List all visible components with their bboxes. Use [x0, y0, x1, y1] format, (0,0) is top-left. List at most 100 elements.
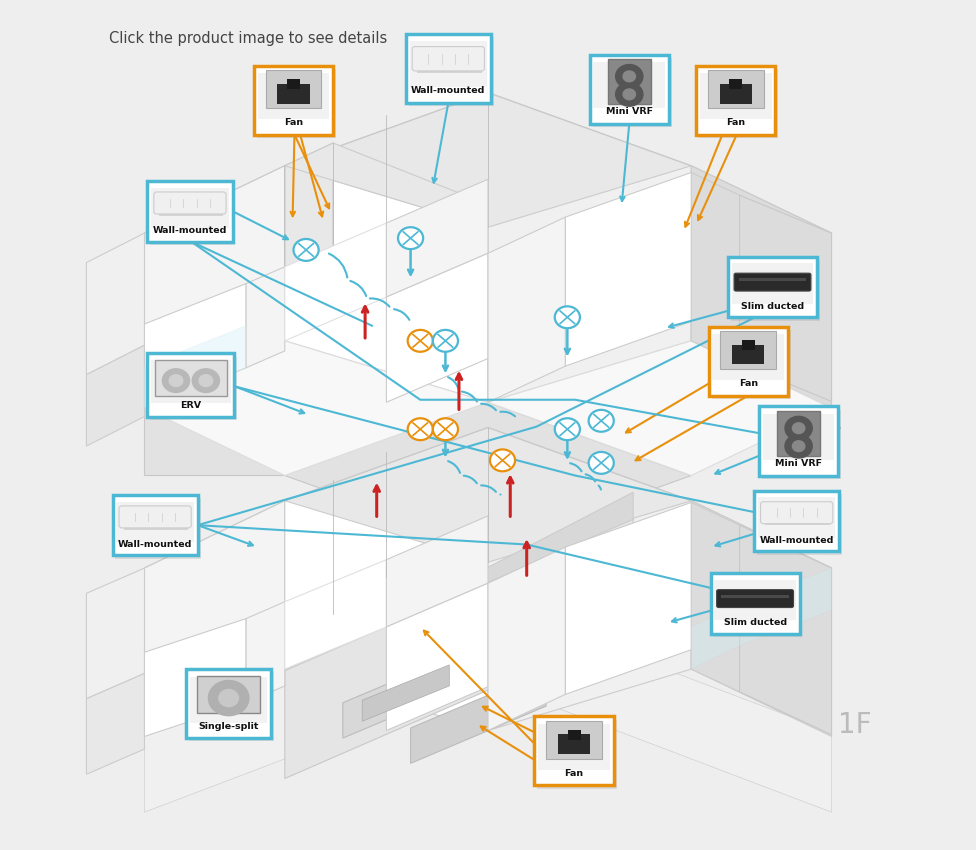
Polygon shape: [144, 341, 832, 475]
Text: Fan: Fan: [739, 379, 758, 388]
Polygon shape: [285, 518, 633, 779]
FancyBboxPatch shape: [287, 79, 300, 89]
Polygon shape: [691, 501, 832, 736]
Text: Slim ducted: Slim ducted: [723, 618, 787, 627]
FancyBboxPatch shape: [709, 326, 788, 395]
FancyBboxPatch shape: [716, 590, 793, 608]
Polygon shape: [285, 559, 386, 669]
Circle shape: [554, 418, 580, 440]
Polygon shape: [285, 143, 333, 300]
Text: 2F: 2F: [809, 426, 843, 454]
Circle shape: [294, 239, 318, 261]
FancyBboxPatch shape: [699, 69, 778, 138]
FancyBboxPatch shape: [538, 720, 617, 789]
Polygon shape: [144, 284, 246, 408]
Polygon shape: [87, 673, 144, 774]
FancyBboxPatch shape: [742, 340, 754, 350]
Polygon shape: [488, 501, 691, 730]
Polygon shape: [87, 233, 144, 375]
Polygon shape: [285, 143, 488, 227]
FancyBboxPatch shape: [116, 502, 194, 542]
Circle shape: [589, 410, 614, 432]
FancyBboxPatch shape: [119, 506, 191, 528]
Circle shape: [616, 82, 643, 106]
FancyBboxPatch shape: [759, 406, 838, 475]
FancyBboxPatch shape: [729, 79, 742, 89]
Polygon shape: [285, 223, 386, 341]
FancyBboxPatch shape: [150, 184, 235, 245]
Text: Wall-mounted: Wall-mounted: [153, 226, 227, 235]
FancyBboxPatch shape: [409, 37, 494, 106]
Circle shape: [793, 441, 805, 451]
Circle shape: [219, 689, 238, 706]
Circle shape: [623, 89, 635, 99]
Polygon shape: [565, 173, 691, 366]
Circle shape: [554, 306, 580, 328]
Polygon shape: [87, 345, 144, 446]
Polygon shape: [285, 501, 488, 730]
Circle shape: [793, 422, 805, 434]
Polygon shape: [740, 196, 832, 401]
FancyBboxPatch shape: [608, 60, 651, 104]
Polygon shape: [144, 501, 285, 736]
Circle shape: [623, 71, 635, 82]
FancyBboxPatch shape: [720, 332, 776, 369]
FancyBboxPatch shape: [754, 490, 839, 552]
FancyBboxPatch shape: [713, 576, 802, 638]
Circle shape: [398, 227, 424, 249]
Text: Wall-mounted: Wall-mounted: [411, 86, 485, 95]
Circle shape: [785, 434, 812, 458]
FancyBboxPatch shape: [189, 672, 274, 741]
FancyBboxPatch shape: [758, 497, 835, 538]
FancyBboxPatch shape: [197, 676, 261, 713]
Circle shape: [785, 416, 812, 440]
Polygon shape: [246, 267, 285, 368]
FancyBboxPatch shape: [410, 41, 487, 88]
FancyBboxPatch shape: [159, 211, 224, 216]
Polygon shape: [386, 179, 488, 297]
Circle shape: [589, 452, 614, 473]
Polygon shape: [565, 502, 691, 694]
FancyBboxPatch shape: [711, 573, 799, 634]
Text: Fan: Fan: [564, 768, 584, 778]
Polygon shape: [740, 525, 832, 734]
FancyBboxPatch shape: [712, 334, 784, 380]
FancyBboxPatch shape: [719, 84, 752, 104]
Polygon shape: [144, 402, 691, 549]
Circle shape: [209, 681, 249, 716]
FancyBboxPatch shape: [765, 520, 830, 525]
Polygon shape: [144, 93, 832, 300]
FancyBboxPatch shape: [186, 669, 271, 738]
FancyBboxPatch shape: [115, 498, 201, 558]
FancyBboxPatch shape: [760, 502, 833, 524]
Circle shape: [490, 450, 515, 471]
Polygon shape: [411, 671, 546, 763]
FancyBboxPatch shape: [732, 264, 813, 304]
Polygon shape: [246, 602, 285, 703]
FancyBboxPatch shape: [763, 414, 834, 461]
FancyBboxPatch shape: [714, 580, 795, 620]
FancyBboxPatch shape: [258, 73, 329, 120]
FancyBboxPatch shape: [150, 357, 237, 420]
FancyBboxPatch shape: [535, 717, 614, 785]
FancyBboxPatch shape: [568, 730, 581, 740]
Text: Slim ducted: Slim ducted: [741, 302, 804, 310]
Polygon shape: [362, 665, 449, 722]
Polygon shape: [343, 645, 478, 738]
FancyBboxPatch shape: [757, 494, 842, 554]
Polygon shape: [386, 253, 488, 402]
FancyBboxPatch shape: [592, 58, 671, 127]
FancyBboxPatch shape: [708, 71, 763, 108]
FancyBboxPatch shape: [712, 330, 791, 399]
FancyBboxPatch shape: [539, 724, 610, 770]
Text: Mini VRF: Mini VRF: [606, 107, 653, 116]
Polygon shape: [87, 568, 144, 699]
FancyBboxPatch shape: [257, 69, 336, 138]
Text: Wall-mounted: Wall-mounted: [759, 536, 834, 545]
FancyBboxPatch shape: [558, 734, 590, 754]
FancyBboxPatch shape: [154, 192, 226, 214]
Text: 1F: 1F: [838, 711, 872, 740]
FancyBboxPatch shape: [700, 73, 771, 120]
FancyBboxPatch shape: [762, 410, 841, 479]
FancyBboxPatch shape: [590, 54, 669, 124]
